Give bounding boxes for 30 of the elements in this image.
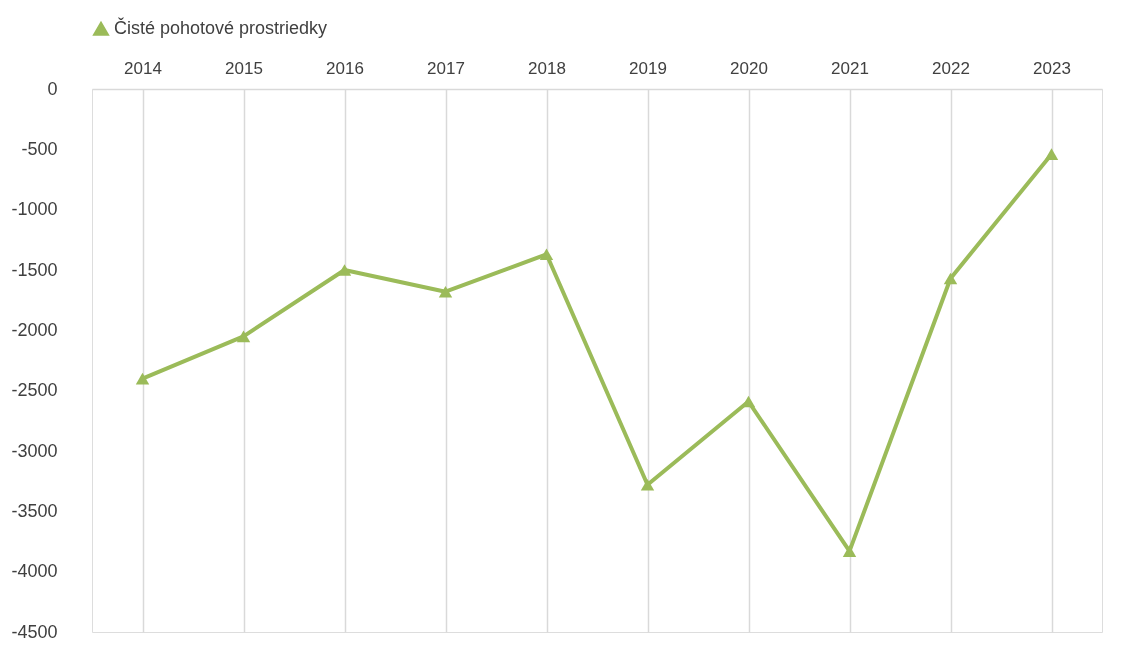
x-tick-label: 2014 — [124, 58, 162, 78]
x-tick-label: 2020 — [730, 58, 768, 78]
y-tick-label: -1000 — [11, 199, 58, 220]
point — [337, 264, 352, 276]
point — [640, 478, 655, 491]
point — [236, 330, 251, 343]
x-tick-label: 2017 — [427, 58, 465, 78]
point — [1044, 148, 1059, 160]
x-tick-label: 2018 — [528, 58, 566, 78]
x-tick-label: 2023 — [1033, 58, 1071, 78]
x-tick-label: 2016 — [326, 58, 364, 78]
point — [539, 248, 554, 261]
point — [438, 285, 453, 298]
legend-label: Čisté pohotové prostriedky — [114, 17, 328, 38]
y-tick-label: -3500 — [11, 500, 58, 521]
y-tick-label: -4500 — [11, 621, 58, 642]
y-tick-label: -3000 — [11, 440, 58, 461]
x-tick-label: 2021 — [831, 58, 869, 78]
point — [842, 545, 857, 557]
y-tick-label: -500 — [21, 138, 58, 159]
x-tick-label: 2015 — [225, 58, 263, 78]
y-tick-label: 0 — [47, 78, 58, 99]
y-tick-label: -2500 — [11, 380, 58, 401]
x-tick-label: 2019 — [629, 58, 667, 78]
point — [135, 372, 150, 385]
x-tick-label: 2022 — [932, 58, 970, 78]
y-tick-label: -4000 — [11, 561, 58, 582]
y-tick-label: -1500 — [11, 259, 58, 280]
point — [943, 272, 958, 285]
y-tick-label: -2000 — [11, 319, 58, 340]
